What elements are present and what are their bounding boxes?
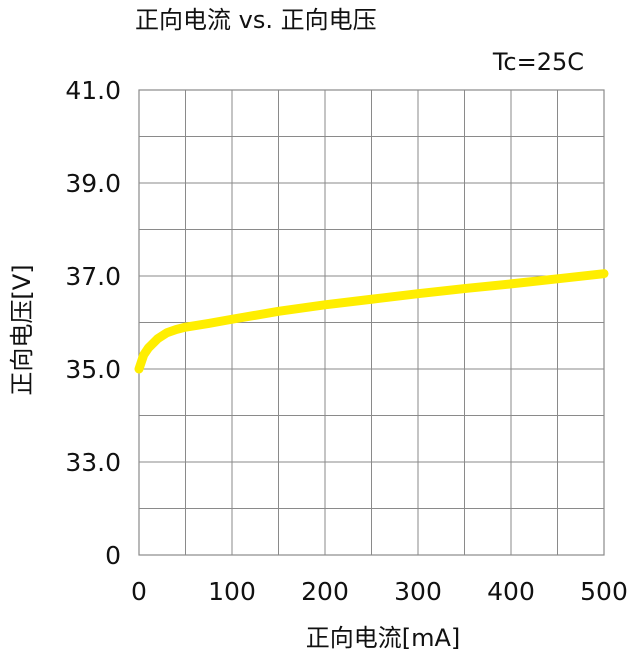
series-line-vf — [134, 269, 609, 374]
y-tick-label: 41.0 — [65, 76, 121, 105]
x-axis-ticks: 0 100 200 300 400 500 — [131, 577, 628, 606]
y-tick-label: 35.0 — [65, 355, 121, 384]
x-tick-label: 200 — [301, 577, 349, 606]
plot-frame — [138, 89, 605, 556]
x-tick-label: 100 — [208, 577, 256, 606]
chart-title: 正向电流 vs. 正向电压 — [135, 6, 377, 34]
x-tick-label: 500 — [580, 577, 628, 606]
y-axis-ticks: 0 33.0 35.0 37.0 39.0 41.0 — [65, 76, 121, 570]
x-axis-label: 正向电流[mA] — [306, 624, 461, 652]
x-tick-label: 0 — [131, 577, 147, 606]
x-tick-label: 300 — [394, 577, 442, 606]
y-tick-label: 0 — [105, 541, 121, 570]
condition-label: Tc=25C — [492, 48, 584, 76]
x-tick-label: 400 — [487, 577, 535, 606]
y-tick-label: 39.0 — [65, 169, 121, 198]
y-tick-label: 33.0 — [65, 448, 121, 477]
y-tick-label: 37.0 — [65, 262, 121, 291]
y-axis-label: 正向电压[V] — [8, 264, 36, 395]
